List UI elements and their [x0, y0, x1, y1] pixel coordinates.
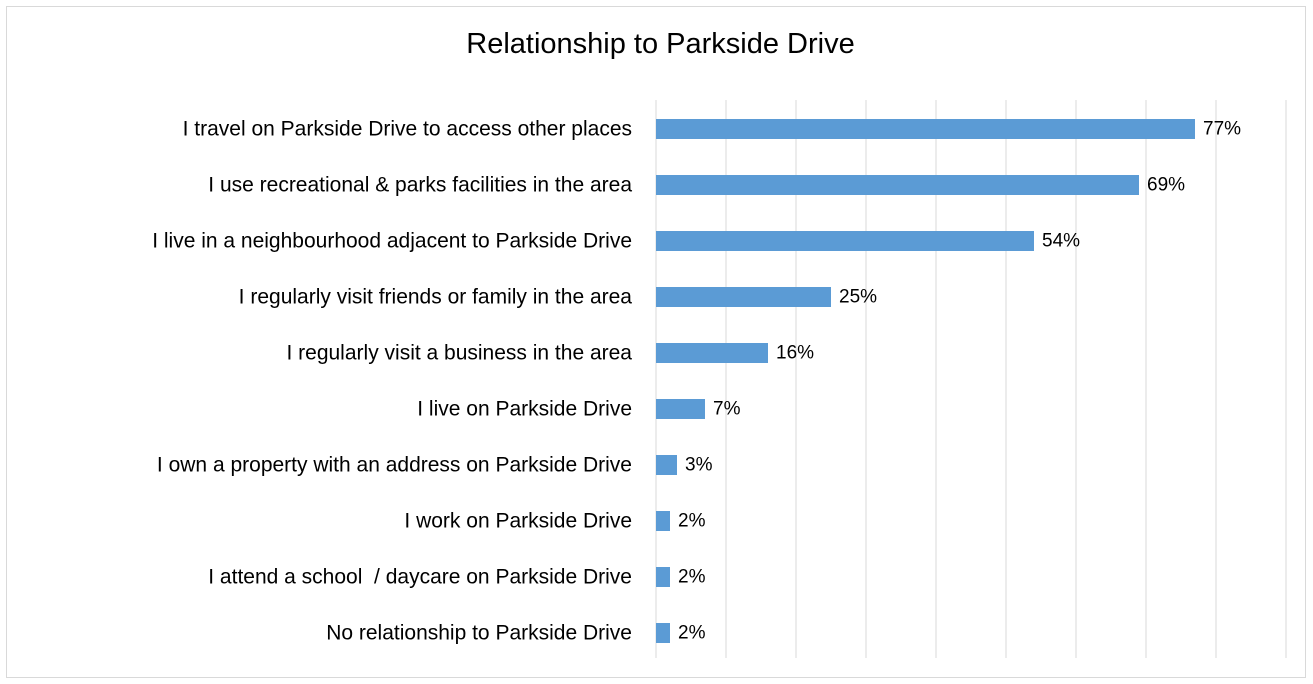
- data-label: 25%: [839, 287, 877, 308]
- category-label: I use recreational & parks facilities in…: [208, 174, 632, 197]
- category-label: I regularly visit friends or family in t…: [239, 286, 633, 309]
- bar: [656, 175, 1139, 195]
- bar: [656, 119, 1195, 139]
- bar: [656, 343, 768, 363]
- category-label: No relationship to Parkside Drive: [326, 622, 632, 645]
- data-label: 7%: [713, 399, 741, 420]
- bar: [656, 623, 670, 643]
- data-label: 16%: [776, 343, 814, 364]
- category-label: I attend a school / daycare on Parkside …: [208, 566, 632, 589]
- data-label: 3%: [685, 455, 713, 476]
- data-label: 2%: [678, 511, 706, 532]
- bar: [656, 231, 1034, 251]
- category-label: I regularly visit a business in the area: [286, 342, 632, 365]
- bar: [656, 455, 677, 475]
- bar: [656, 511, 670, 531]
- category-label: I travel on Parkside Drive to access oth…: [183, 118, 632, 141]
- bar: [656, 567, 670, 587]
- data-label: 54%: [1042, 231, 1080, 252]
- data-label: 77%: [1203, 119, 1241, 140]
- category-label: I live in a neighbourhood adjacent to Pa…: [152, 230, 632, 253]
- category-label: I live on Parkside Drive: [417, 398, 632, 421]
- data-label: 2%: [678, 567, 706, 588]
- bar: [656, 399, 705, 419]
- category-label: I own a property with an address on Park…: [157, 454, 632, 477]
- data-label: 2%: [678, 623, 706, 644]
- category-label: I work on Parkside Drive: [404, 510, 632, 533]
- chart-title: Relationship to Parkside Drive: [466, 28, 855, 60]
- data-label: 69%: [1147, 175, 1185, 196]
- bar: [656, 287, 831, 307]
